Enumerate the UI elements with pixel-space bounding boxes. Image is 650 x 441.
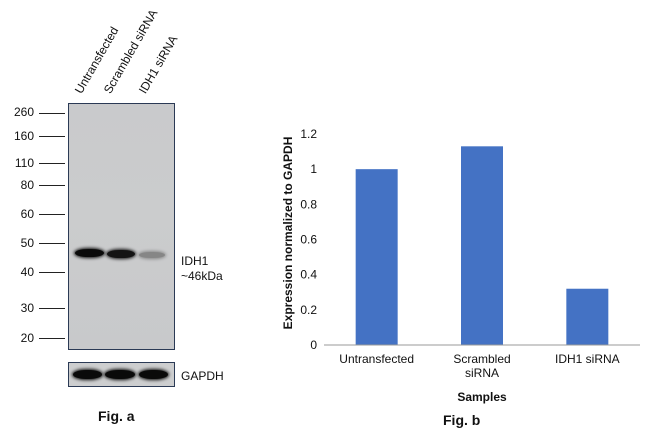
mw-tick [39, 338, 65, 339]
mw-marker-160: 160 [13, 129, 34, 143]
x-tick-label: Untransfected [339, 352, 414, 366]
bar-untransfected [355, 169, 398, 345]
mw-marker-110: 110 [14, 156, 34, 170]
bar-idh1-sirna [566, 288, 609, 345]
mw-marker-20: 20 [20, 331, 34, 345]
x-tick-label: Scrambled siRNA [453, 352, 510, 380]
gapdh-label: GAPDH [181, 369, 224, 383]
band-idh1-knockdown [139, 252, 165, 258]
mw-tick [39, 136, 65, 137]
mw-tick [39, 272, 65, 273]
bar-scrambled-sirna [461, 146, 503, 345]
band-gapdh-scrambled [105, 370, 135, 379]
y-tick-label: 1.2 [300, 127, 317, 141]
mw-tick [39, 243, 65, 244]
y-tick-label: 0.8 [300, 197, 317, 211]
mw-tick [39, 163, 65, 164]
fig-b-caption: Fig. b [443, 412, 481, 428]
y-tick-label: 0.6 [300, 233, 317, 247]
mw-tick [39, 113, 65, 114]
mw-tick [39, 185, 65, 186]
mw-marker-40: 40 [20, 265, 34, 279]
y-tick-label: 1 [310, 162, 317, 176]
band-gapdh-untransfected [73, 370, 102, 379]
blot-membrane [68, 103, 175, 350]
mw-marker-50: 50 [20, 236, 34, 250]
chart-x-axis-title: Samples [457, 390, 507, 404]
gapdh-blot [68, 362, 175, 387]
bar-chart: Expression normalized to GAPDH Samples 0… [281, 127, 640, 404]
mw-marker-30: 30 [20, 301, 34, 315]
chart-y-axis-title: Expression normalized to GAPDH [281, 137, 295, 330]
mw-tick [39, 214, 65, 215]
mw-marker-80: 80 [20, 178, 34, 192]
mw-marker-260: 260 [13, 105, 34, 119]
x-tick-label: IDH1 siRNA [555, 352, 620, 366]
y-tick-label: 0 [310, 338, 317, 352]
mw-marker-60: 60 [20, 207, 34, 221]
band-idh1-untransfected [75, 249, 104, 257]
y-tick-label: 0.4 [300, 268, 317, 282]
y-tick-label: 0.2 [300, 303, 317, 317]
band-gapdh-knockdown [139, 370, 168, 379]
fig-a-caption: Fig. a [98, 408, 135, 424]
mw-tick [39, 308, 65, 309]
band-idh1-scrambled [107, 250, 135, 258]
target-protein-label: IDH1 [181, 254, 209, 268]
target-size-label: ~46kDa [181, 269, 223, 283]
